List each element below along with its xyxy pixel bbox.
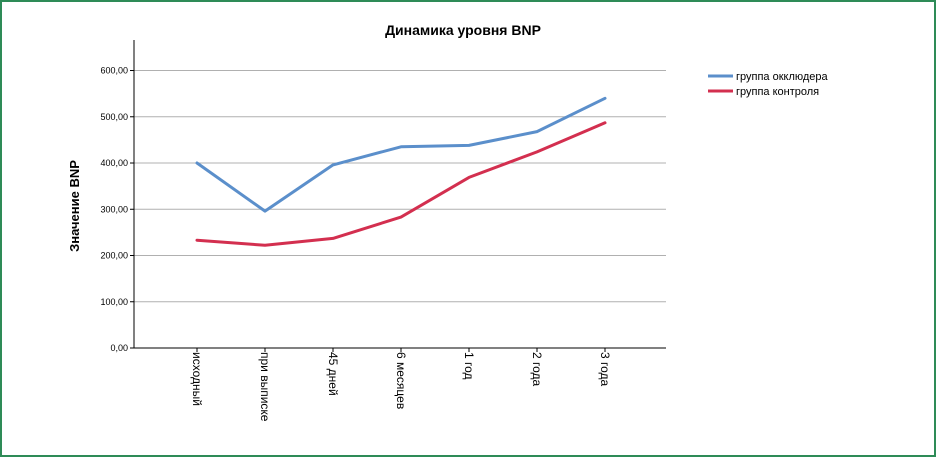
y-tick-label: 600,00 <box>100 66 128 76</box>
y-tick-label: 100,00 <box>100 297 128 307</box>
chart-title: Динамика уровня BNP <box>385 22 541 38</box>
x-tick-label: 45 дней <box>326 352 340 396</box>
series-line-1 <box>195 96 607 213</box>
legend-label: группа окклюдера <box>736 71 829 83</box>
x-tick-label: исходный <box>190 352 204 406</box>
y-tick-labels: 0,00 100,00 200,00 300,00 400,00 500,00 600,00 <box>100 66 128 353</box>
series-lines <box>195 96 607 247</box>
x-tick-label: 1 год <box>462 352 476 380</box>
series-line-2 <box>195 121 607 247</box>
y-tick-label: 400,00 <box>100 158 128 168</box>
y-axis-label: Значение BNP <box>67 160 82 252</box>
y-tick-label: 500,00 <box>100 112 128 122</box>
axes <box>130 40 666 352</box>
x-tick-labels: исходный при выписке 45 дней 6 месяцев 1 год… <box>190 352 612 422</box>
y-tick-label: 200,00 <box>100 251 128 261</box>
gridlines <box>134 70 666 303</box>
y-tick-label: 300,00 <box>100 204 128 214</box>
legend: группа окклюдера группа контроля <box>708 71 829 98</box>
x-tick-label: 6 месяцев <box>394 352 408 409</box>
x-tick-label: 2 года <box>530 352 544 387</box>
x-tick-label: 3 года <box>598 352 612 387</box>
legend-label: группа контроля <box>736 86 819 98</box>
x-tick-label: при выписке <box>258 352 272 422</box>
y-tick-label: 0,00 <box>110 343 128 353</box>
